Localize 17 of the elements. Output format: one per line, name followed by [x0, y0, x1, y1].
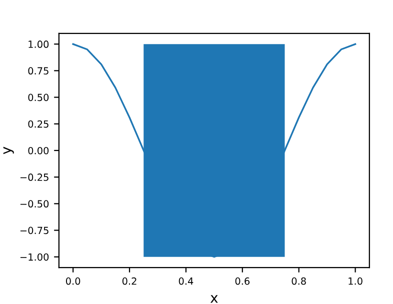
y-tick-label: 0.25	[28, 120, 48, 128]
y-tick-label: 0.50	[28, 94, 49, 102]
x-tick-label: 0.6	[235, 277, 250, 285]
y-tick-label: −0.50	[20, 200, 49, 208]
x-tick-label: 0.0	[66, 277, 80, 285]
x-tick-label: 0.8	[292, 277, 306, 285]
y-tick-label: 1.00	[28, 40, 49, 48]
x-tick-label: 0.4	[178, 277, 194, 285]
y-tick-label: −1.00	[20, 253, 49, 261]
x-axis-title: x	[210, 295, 218, 303]
y-tick-label: 0.00	[28, 146, 49, 154]
y-tick-label: 0.75	[28, 67, 48, 75]
x-tick-label: 1.0	[348, 277, 362, 285]
y-axis-title: y	[3, 146, 14, 154]
x-tick-label: 0.2	[122, 277, 136, 285]
y-tick-label: −0.25	[20, 174, 48, 181]
y-tick-label: −0.75	[20, 226, 48, 234]
